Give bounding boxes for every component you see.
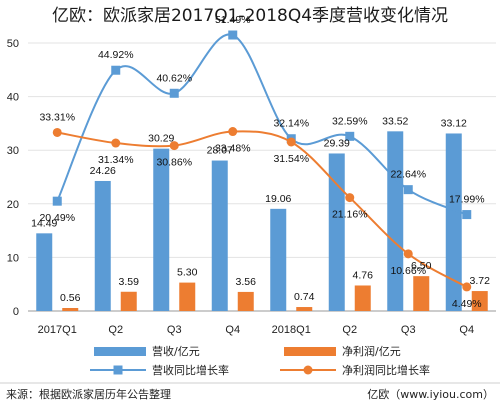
legend-marker (113, 365, 123, 375)
line-marker (52, 127, 62, 137)
line-value-label: 22.64% (390, 169, 426, 181)
bar-value-label: 3.59 (119, 276, 140, 288)
x-tick-label: Q4 (225, 324, 240, 336)
bar (153, 148, 170, 311)
chart-title: 亿欧：欧派家居2017Q1-2018Q4季度营收变化情况 (52, 6, 448, 26)
line-marker (228, 127, 238, 137)
bar-value-label: 33.12 (441, 117, 467, 129)
bar-value-label: 28.07 (207, 145, 233, 157)
line-value-label: 32.14% (273, 118, 309, 130)
bar-value-label: 6.50 (411, 260, 432, 272)
y-tick-label: 40 (7, 92, 19, 104)
line-value-label: 51.49% (215, 14, 251, 26)
bar-value-label: 29.39 (324, 137, 350, 149)
y-tick-label: 0 (13, 306, 19, 318)
line-value-label: 31.54% (273, 153, 309, 165)
legend-label: 净利润同比增长率 (342, 363, 430, 377)
x-tick-label: Q3 (401, 324, 416, 336)
y-tick-label: 20 (7, 199, 19, 211)
x-tick-label: Q2 (342, 324, 357, 336)
x-axis: 2017Q1 Q2 Q3 Q4 2018Q1 Q2 Q3 Q4 (38, 324, 474, 336)
legend-label: 营收/亿元 (152, 344, 200, 358)
line-value-label: 40.62% (156, 72, 192, 84)
bar (445, 133, 462, 311)
legend-swatch (284, 347, 336, 356)
bar (387, 131, 404, 311)
bar (296, 307, 313, 311)
line-marker (462, 282, 472, 292)
line-value-label: 33.31% (39, 111, 75, 123)
line-marker (345, 193, 355, 203)
line-series (52, 30, 472, 292)
bar-value-label: 0.74 (294, 291, 315, 303)
line-marker (169, 141, 179, 151)
legend-label: 营收同比增长率 (152, 363, 229, 377)
bar-value-label: 30.29 (148, 133, 174, 145)
bar (94, 180, 111, 311)
x-tick-label: 2017Q1 (38, 324, 77, 336)
line-marker (111, 65, 121, 75)
line-marker (345, 131, 355, 141)
line-value-label: 30.86% (156, 157, 192, 169)
bar-series (36, 131, 488, 311)
line-value-label: 20.49% (39, 212, 75, 224)
line-marker (169, 88, 179, 98)
bar-value-label: 24.26 (90, 165, 116, 177)
legend-swatch (94, 347, 146, 356)
y-tick-label: 30 (7, 145, 19, 157)
line-marker (111, 138, 121, 148)
line-marker (403, 185, 413, 195)
legend-marker (303, 365, 313, 375)
bar (36, 233, 53, 311)
line-value-label: 31.34% (98, 154, 134, 166)
bar (179, 282, 196, 311)
line-marker (52, 196, 62, 206)
bar-value-label: 0.56 (60, 292, 81, 304)
y-tick-label: 10 (7, 252, 19, 264)
bar (413, 276, 430, 311)
bar (328, 153, 345, 311)
line-value-label: 21.16% (332, 209, 368, 221)
bar-value-label: 19.06 (265, 193, 291, 205)
bar (211, 160, 228, 311)
bar (62, 307, 79, 311)
footer-brand: 亿欧（www.iyiou.com） (367, 388, 494, 401)
line-value-label: 33.48% (215, 143, 251, 155)
line-value-label: 17.99% (449, 194, 485, 206)
y-axis: 0 10 20 30 40 50 (7, 38, 19, 318)
bar (120, 291, 137, 311)
line-value-label: 44.92% (98, 49, 134, 61)
bar-value-label: 5.30 (177, 267, 198, 279)
bar-value-label: 3.56 (236, 276, 257, 288)
line-marker (228, 30, 238, 40)
bar (270, 208, 287, 311)
x-tick-label: 2018Q1 (272, 324, 311, 336)
bar (471, 291, 488, 311)
x-tick-label: Q2 (108, 324, 123, 336)
y-tick-label: 50 (7, 38, 19, 50)
bar (237, 291, 254, 311)
line-marker (403, 249, 413, 259)
line-marker (286, 137, 296, 147)
data-labels: 14.49 24.26 30.29 28.07 19.06 29.39 33.52 33.12… (31, 14, 490, 310)
bar-value-label: 3.72 (470, 275, 491, 287)
bar (354, 285, 371, 311)
line-value-label: 32.59% (332, 115, 368, 127)
bar-value-label: 4.76 (353, 269, 374, 281)
bar-value-label: 33.52 (382, 115, 408, 127)
line-value-label: 4.49% (452, 298, 482, 310)
footer-source: 来源：根据欧派家居历年公告整理 (6, 387, 171, 401)
x-tick-label: Q4 (459, 324, 474, 336)
bar-value-label: 14.49 (31, 217, 57, 229)
line-marker (462, 210, 472, 220)
legend-label: 净利润/亿元 (342, 344, 401, 358)
line-value-label: 10.66% (390, 265, 426, 277)
x-tick-label: Q3 (167, 324, 182, 336)
